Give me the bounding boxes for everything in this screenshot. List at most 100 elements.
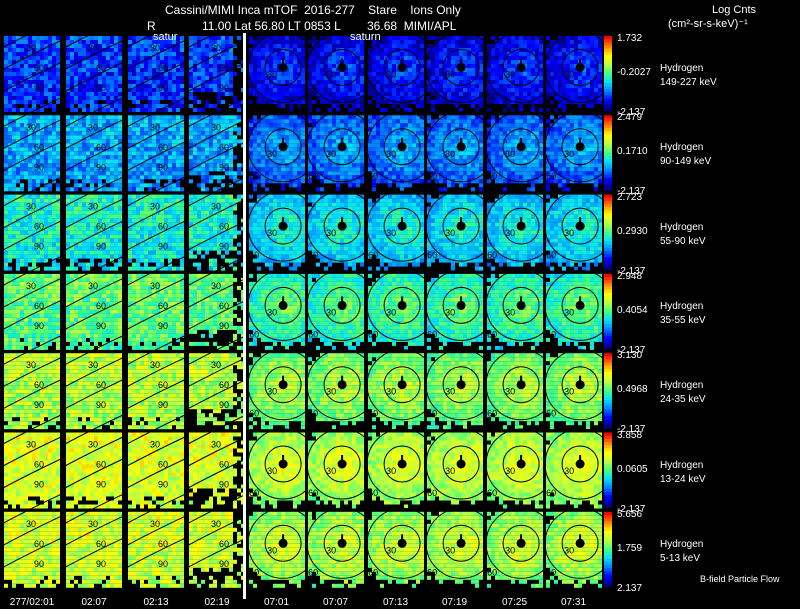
heatmap-cell bbox=[28, 159, 32, 163]
heatmap-cell bbox=[4, 40, 8, 44]
heatmap-cell bbox=[20, 48, 24, 52]
heatmap-cell bbox=[392, 36, 396, 40]
heatmap-cell bbox=[408, 72, 412, 76]
heatmap-cell bbox=[132, 115, 136, 119]
heatmap-cell bbox=[463, 80, 467, 84]
contour-label: 90 bbox=[34, 162, 44, 172]
heatmap-cell bbox=[56, 187, 60, 191]
heatmap-cell bbox=[380, 48, 384, 52]
heatmap-cell bbox=[12, 123, 16, 127]
heatmap-cell bbox=[197, 48, 201, 52]
heatmap-cell bbox=[558, 48, 562, 52]
heatmap-cell bbox=[539, 68, 543, 72]
heatmap-cell bbox=[16, 56, 20, 60]
heatmap-cell bbox=[519, 92, 523, 96]
heatmap-cell bbox=[273, 92, 277, 96]
heatmap-cell bbox=[28, 147, 32, 151]
heatmap-cell bbox=[392, 40, 396, 44]
spin-axis bbox=[341, 59, 343, 65]
heatmap-cell bbox=[66, 151, 70, 155]
heatmap-cell bbox=[44, 151, 48, 155]
heatmap-cell bbox=[16, 151, 20, 155]
heatmap-cell bbox=[590, 84, 594, 88]
heatmap-cell bbox=[40, 40, 44, 44]
heatmap-cell bbox=[535, 40, 539, 44]
heatmap-cell bbox=[132, 68, 136, 72]
heatmap-cell bbox=[118, 159, 122, 163]
heatmap-cell bbox=[118, 76, 122, 80]
heatmap-cell bbox=[435, 80, 439, 84]
heatmap-cell bbox=[225, 76, 229, 80]
heatmap-cell bbox=[193, 151, 197, 155]
heatmap-cell bbox=[511, 44, 515, 48]
heatmap-cell bbox=[356, 80, 360, 84]
heatmap-cell bbox=[431, 108, 435, 112]
heatmap-cell bbox=[582, 36, 586, 40]
heatmap-cell bbox=[128, 52, 132, 56]
heatmap-cell bbox=[416, 48, 420, 52]
heatmap-cell bbox=[360, 60, 364, 64]
heatmap-cell bbox=[233, 127, 237, 131]
heatmap-cell bbox=[66, 159, 70, 163]
heatmap-cell bbox=[205, 76, 209, 80]
heatmap-cell bbox=[44, 139, 48, 143]
heatmap-cell bbox=[380, 72, 384, 76]
heatmap-cell bbox=[70, 139, 74, 143]
heatmap-cell bbox=[20, 76, 24, 80]
heatmap-cell bbox=[598, 68, 602, 72]
heatmap-cell bbox=[70, 68, 74, 72]
heatmap-cell bbox=[140, 183, 144, 187]
heatmap-cell bbox=[570, 40, 574, 44]
heatmap-cell bbox=[229, 119, 233, 123]
heatmap-cell bbox=[44, 84, 48, 88]
heatmap-cell bbox=[44, 131, 48, 135]
heatmap-cell bbox=[32, 100, 36, 104]
heatmap-cell bbox=[172, 52, 176, 56]
heatmap-cell bbox=[28, 108, 32, 112]
heatmap-cell bbox=[308, 68, 312, 72]
heatmap-cell bbox=[180, 123, 184, 127]
heatmap-cell bbox=[527, 76, 531, 80]
heatmap-cell bbox=[420, 48, 424, 52]
heatmap-cell bbox=[132, 100, 136, 104]
heatmap-cell bbox=[4, 52, 8, 56]
heatmap-cell bbox=[78, 68, 82, 72]
contour-label: 60 bbox=[249, 92, 259, 102]
heatmap-cell bbox=[344, 88, 348, 92]
heatmap-cell bbox=[479, 100, 483, 104]
heatmap-cell bbox=[566, 64, 570, 68]
heatmap-cell bbox=[427, 68, 431, 72]
heatmap-cell bbox=[56, 84, 60, 88]
heatmap-cell bbox=[519, 36, 523, 40]
heatmap-cell bbox=[336, 92, 340, 96]
heatmap-cell bbox=[467, 96, 471, 100]
heatmap-cell bbox=[578, 76, 582, 80]
heatmap-cell bbox=[273, 44, 277, 48]
heatmap-cell bbox=[114, 96, 118, 100]
heatmap-cell bbox=[562, 100, 566, 104]
heatmap-cell bbox=[160, 155, 164, 159]
heatmap-cell bbox=[152, 72, 156, 76]
heatmap-cell bbox=[539, 76, 543, 80]
heatmap-cell bbox=[316, 48, 320, 52]
heatmap-cell bbox=[66, 179, 70, 183]
heatmap-cell bbox=[495, 64, 499, 68]
heatmap-cell bbox=[384, 44, 388, 48]
heatmap-cell bbox=[106, 135, 110, 139]
heatmap-cell bbox=[176, 147, 180, 151]
heatmap-cell bbox=[128, 72, 132, 76]
heatmap-cell bbox=[144, 143, 148, 147]
heatmap-cell bbox=[160, 76, 164, 80]
heatmap-cell bbox=[86, 171, 90, 175]
heatmap-cell bbox=[261, 48, 265, 52]
heatmap-cell bbox=[439, 72, 443, 76]
heatmap-cell bbox=[574, 56, 578, 60]
heatmap-cell bbox=[293, 36, 297, 40]
heatmap-cell bbox=[90, 159, 94, 163]
heatmap-cell bbox=[523, 52, 527, 56]
heatmap-cell bbox=[48, 88, 52, 92]
heatmap-cell bbox=[114, 127, 118, 131]
heatmap-cell bbox=[459, 80, 463, 84]
heatmap-cell bbox=[128, 96, 132, 100]
heatmap-cell bbox=[340, 96, 344, 100]
